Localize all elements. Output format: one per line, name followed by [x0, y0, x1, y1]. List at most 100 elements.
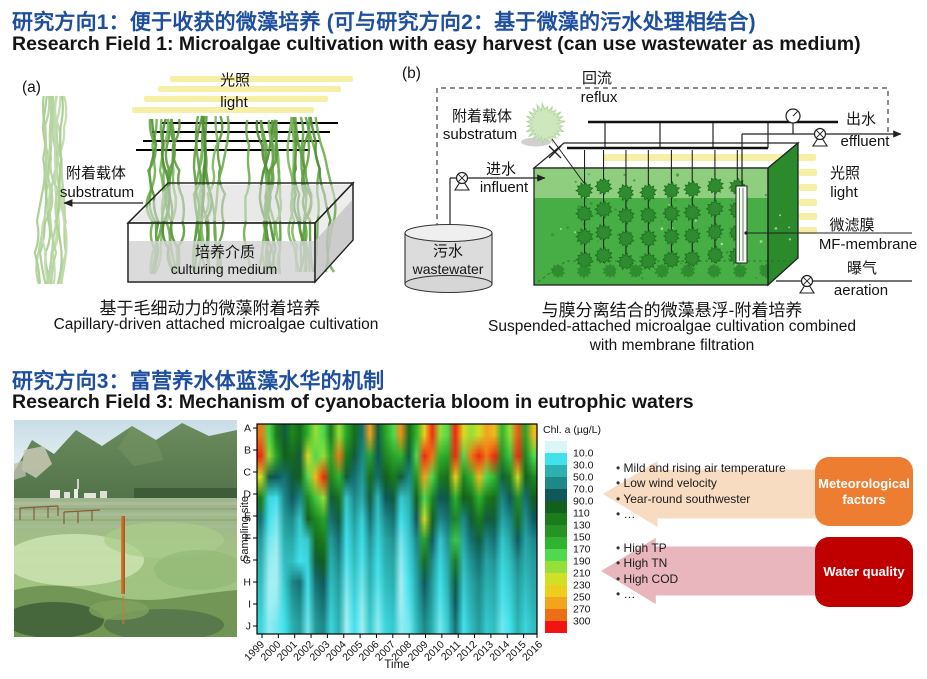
- photo-rock-patch: [22, 446, 52, 478]
- photo-algae-blob-3: [89, 600, 149, 620]
- aeration-valve-icon: [798, 274, 816, 294]
- legend-color-block: [545, 621, 567, 633]
- panel-b-influent-label-zh: 进水: [486, 161, 516, 178]
- caption-b-zh: 与膜分离结合的微藻悬浮-附着培养: [541, 301, 803, 320]
- legend-value-label: 30.0: [573, 460, 594, 472]
- panel-b-reflux-label-en: reflux: [581, 89, 618, 106]
- legend-value-label: 70.0: [573, 484, 594, 496]
- panel-a-substratum-label-en: substratum: [60, 184, 134, 201]
- y-tick-label: A: [244, 423, 251, 435]
- panel-b-wastewater-label-en: wastewater: [412, 261, 484, 277]
- panel-b-membrane-label-en: MF-membrane: [819, 236, 917, 253]
- panel-b-influent-label-en: influent: [480, 179, 529, 196]
- light-bars-icon-b: [603, 154, 817, 234]
- water-item-4: …: [616, 587, 826, 602]
- water-item-3: High COD: [616, 572, 826, 587]
- panel-a-tag: (a): [22, 79, 41, 96]
- legend-value-label: 210: [573, 568, 591, 580]
- panel-b-membrane-label-zh: 微滤膜: [829, 217, 874, 234]
- substratum-x-mark: [548, 145, 562, 159]
- legend-title: Chl. a (µg/L): [543, 424, 601, 436]
- meteo-item-2: Low wind velocity: [616, 476, 826, 491]
- legend-color-block: [545, 477, 567, 489]
- legend-color-block: [545, 573, 567, 585]
- panel-b-wastewater-label-zh: 污水: [433, 243, 463, 260]
- reactor-tank: [534, 143, 798, 285]
- photo-mountain-highlight: [118, 426, 164, 466]
- y-tick-label: H: [243, 577, 251, 589]
- legend-value-label: 50.0: [573, 472, 594, 484]
- legend-value-label: 10.0: [573, 448, 594, 460]
- panel-a-substratum-label-zh: 附着载体: [66, 165, 126, 182]
- y-tick-label: C: [243, 467, 251, 479]
- legend-value-label: 270: [573, 604, 591, 616]
- reflux-loop-line: [436, 87, 889, 246]
- substratum-ball-icon: [525, 101, 566, 145]
- y-tick-label: B: [244, 445, 251, 457]
- meteo-item-3: Year-round southwester: [616, 492, 826, 507]
- y-tick-label: D: [243, 489, 251, 501]
- legend-color-block: [545, 465, 567, 477]
- water-quality-factor-list: High TP High TN High COD …: [616, 541, 826, 603]
- field1-title-zh: 研究方向1：便于收获的微藻培养 (可与研究方向2：基于微藻的污水处理相结合): [12, 11, 756, 34]
- culture-medium-liquid: [129, 185, 353, 281]
- substratum-pointer-line: [551, 138, 585, 184]
- legend-color-block: [545, 501, 567, 513]
- water-quality-box: Water quality: [815, 537, 913, 607]
- pressure-gauge-icon: [785, 108, 801, 124]
- field3-title-en: Research Field 3: Mechanism of cyanobact…: [12, 391, 694, 413]
- water-item-2: High TN: [616, 556, 826, 571]
- legend-color-block: [545, 453, 567, 465]
- culturing-box-outline: [126, 181, 355, 284]
- legend-value-label: 110: [573, 508, 590, 520]
- legend-color-block: [545, 537, 567, 549]
- legend-color-block: [545, 561, 567, 573]
- legend-value-label: 300: [573, 616, 591, 628]
- heatmap-axes-and-legend: Sampling site Time Chl. a (µg/L) ABCDEFG…: [240, 423, 601, 672]
- lake-algae-bloom-photo: [14, 420, 237, 637]
- meteorological-factor-list: Mild and rising air temperature Low wind…: [616, 461, 826, 523]
- y-tick-label: G: [243, 555, 251, 567]
- plot-frame: [256, 423, 538, 635]
- meteo-item-1: Mild and rising air temperature: [616, 461, 826, 476]
- color-legend: 10.030.050.070.090.011013015017019021023…: [545, 441, 594, 633]
- panel-b-light-label-zh: 光照: [830, 165, 860, 182]
- light-bars-icon: [132, 76, 353, 113]
- diagram-b-membrane-reactor: (b) 回流 reflux: [402, 65, 917, 299]
- field1-title-en: Research Field 1: Microalgae cultivation…: [12, 33, 861, 55]
- meteorological-factors-box: Meteorological factors: [815, 457, 913, 526]
- panel-a-medium-label-en: culturing medium: [171, 261, 278, 277]
- reactor-tank-outline: [533, 141, 799, 287]
- y-tick-label: I: [248, 599, 251, 611]
- legend-value-label: 90.0: [573, 496, 594, 508]
- photo-mountain: [14, 423, 237, 498]
- effluent-valve-icon: [811, 127, 829, 147]
- panel-a-medium-label-zh: 培养介质: [195, 244, 255, 261]
- legend-color-block: [545, 585, 567, 597]
- x-axis-label: Time: [384, 659, 409, 671]
- legend-value-label: 250: [573, 592, 591, 604]
- legend-color-block: [545, 525, 567, 537]
- legend-color-block: [545, 597, 567, 609]
- photo-rock-patch-2: [14, 460, 26, 480]
- photo-measuring-pole: [121, 516, 125, 594]
- photo-tree-band: [134, 488, 237, 498]
- y-tick-label: J: [246, 621, 251, 633]
- panel-b-reflux-label-zh: 回流: [582, 70, 612, 87]
- legend-color-block: [545, 609, 567, 621]
- chlorophyll-heatmap: [257, 424, 537, 634]
- panel-b-light-label-en: light: [830, 184, 858, 201]
- caption-b-en-line2: with membrane filtration: [589, 337, 755, 354]
- panel-b-aeration-label-en: aeration: [834, 282, 888, 299]
- field3-title-zh: 研究方向3：富营养水体蓝藻水华的机制: [12, 370, 385, 393]
- panel-a-light-label-zh: 光照: [220, 72, 250, 89]
- legend-value-label: 130: [573, 520, 591, 532]
- y-tick-label: E: [244, 511, 251, 523]
- legend-color-block: [545, 549, 567, 561]
- year-tick-labels: 1999200020012002200320042005200620072008…: [242, 634, 545, 664]
- caption-b-en-line1: Suspended-attached microalgae cultivatio…: [488, 318, 856, 335]
- pale-substratum-strand: [33, 95, 68, 285]
- panel-b-substratum-label-zh: 附着载体: [452, 108, 512, 125]
